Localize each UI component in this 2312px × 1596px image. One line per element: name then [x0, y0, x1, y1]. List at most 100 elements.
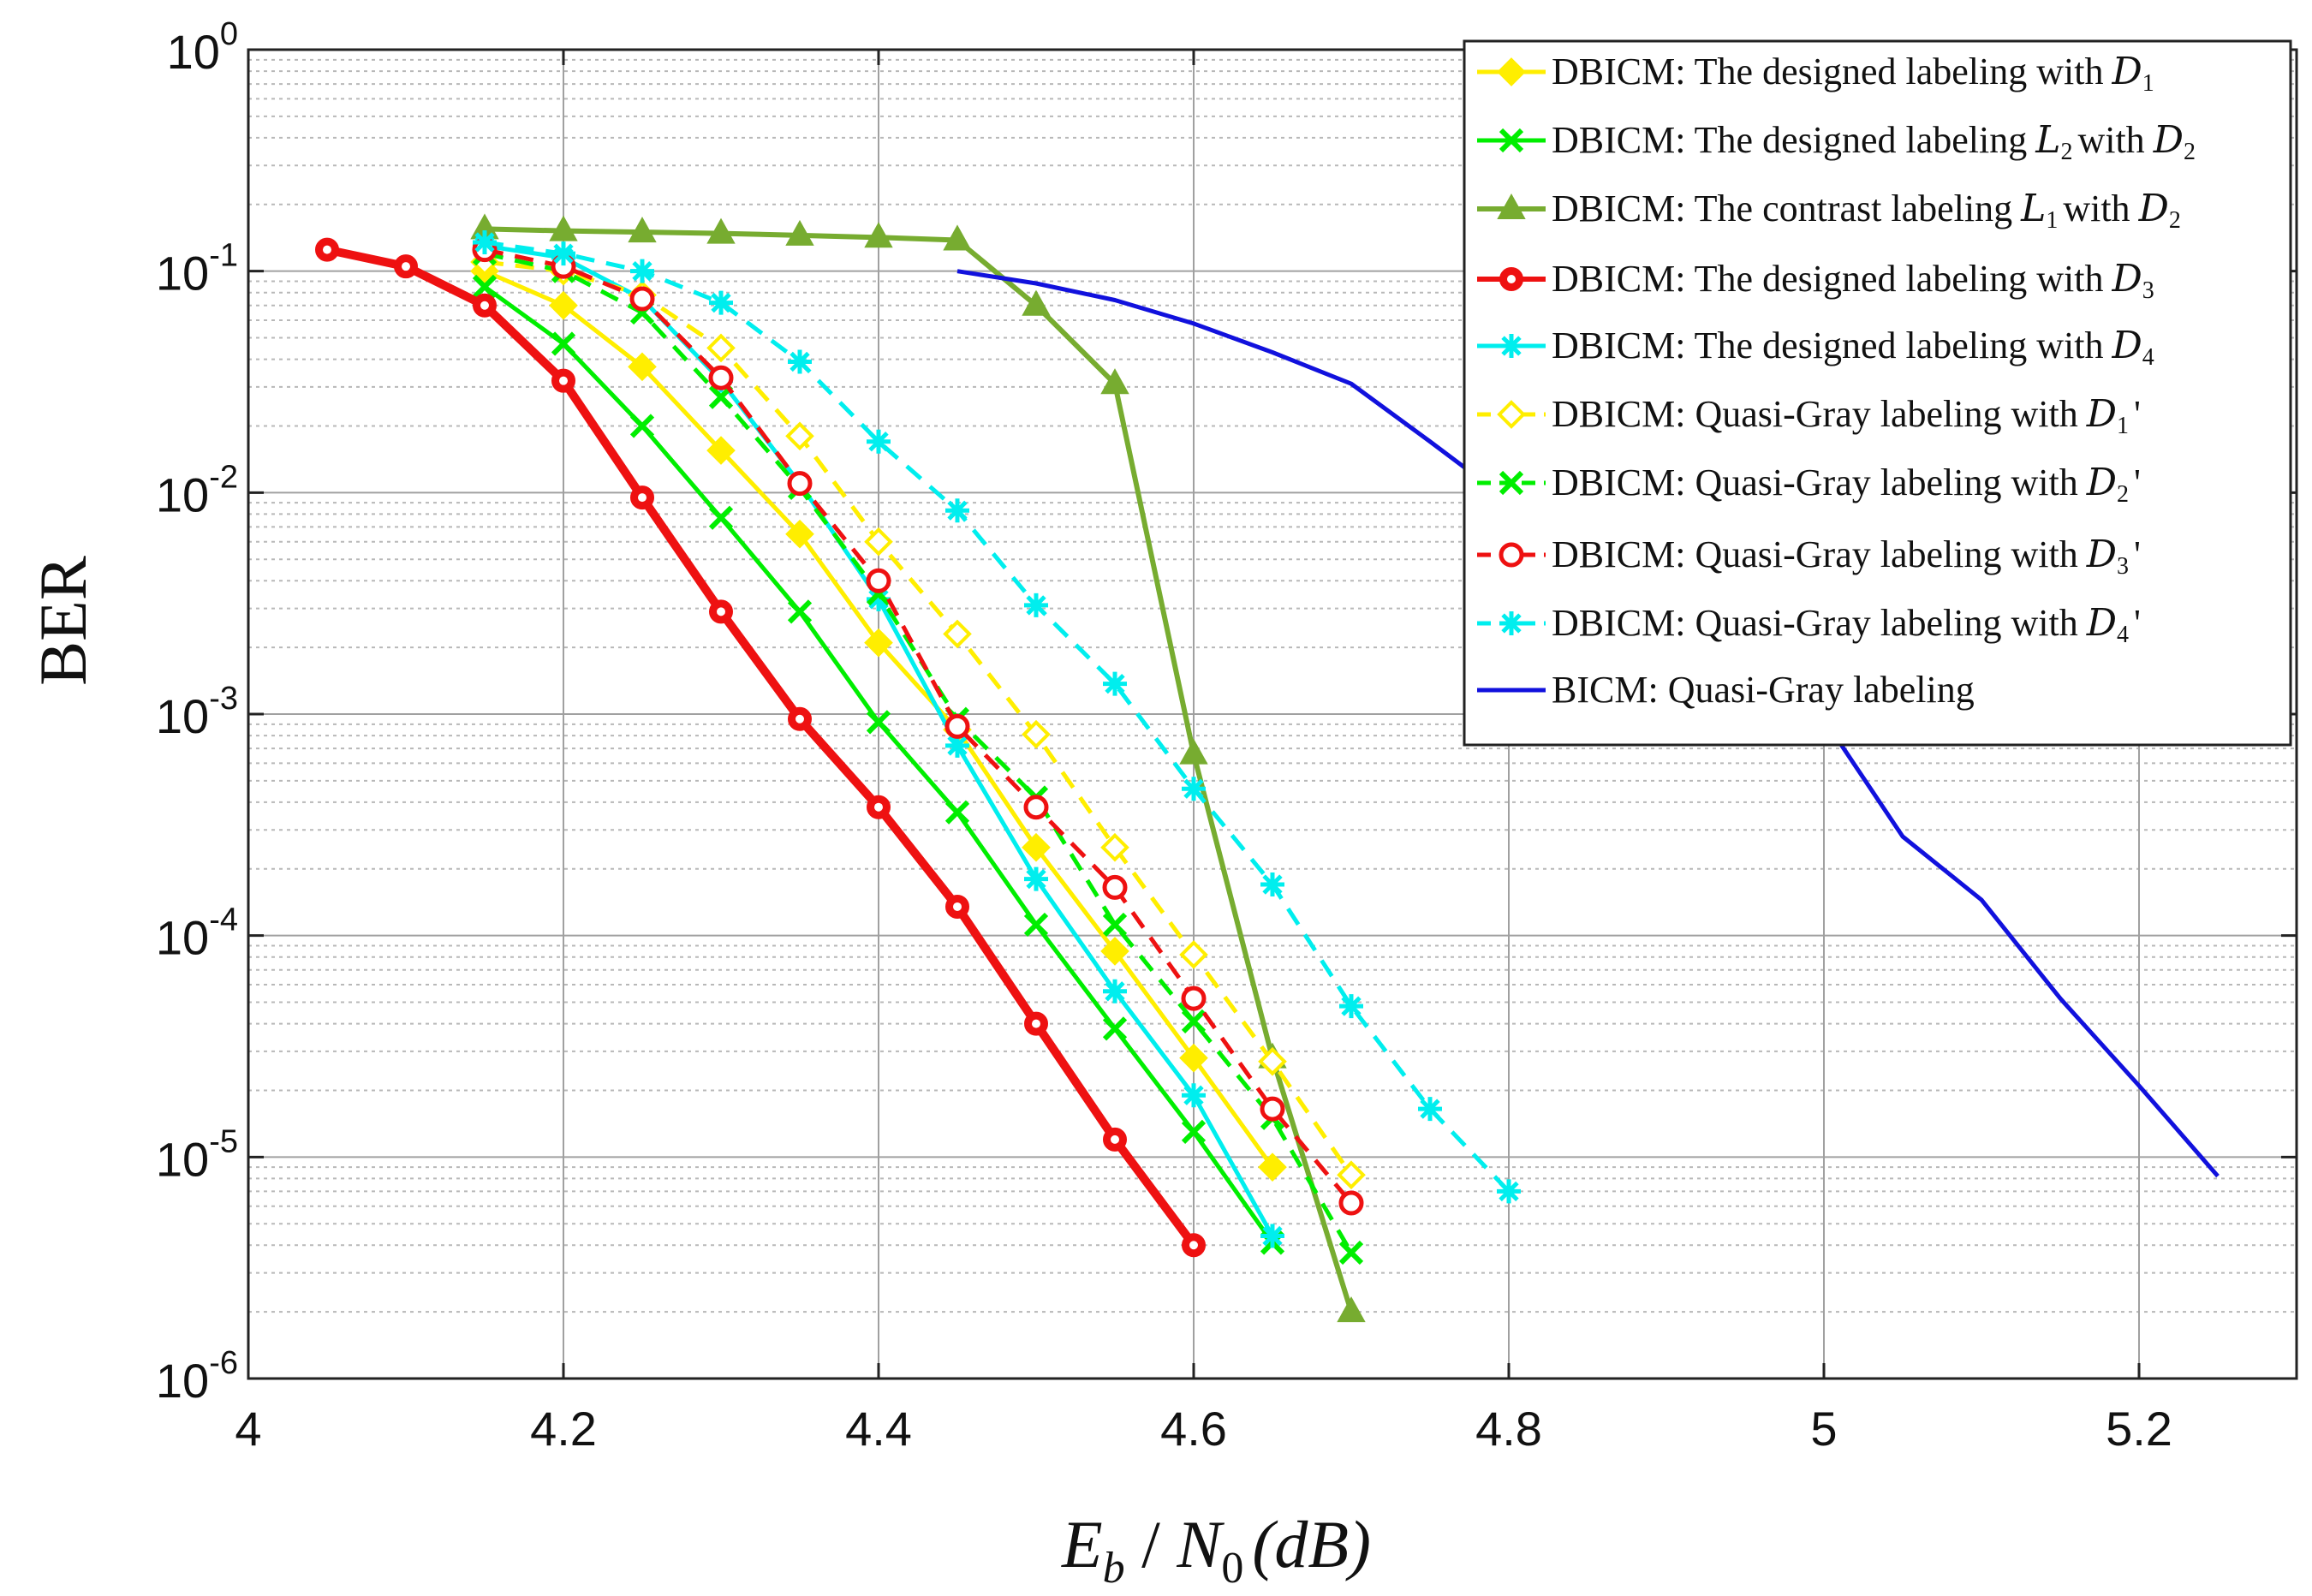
- legend-label: DBICM: The designed labeling with D1: [1552, 50, 2154, 97]
- legend-item-s5: DBICM: The designed labeling with D4: [1477, 324, 2154, 371]
- legend-label: DBICM: Quasi-Gray labeling with D2 ': [1552, 461, 2141, 508]
- data-point-s4-center: [1032, 1019, 1040, 1028]
- legend-label: DBICM: The contrast labeling L1 with D2: [1552, 187, 2181, 234]
- data-point-s6: [943, 619, 972, 649]
- legend-label: DBICM: Quasi-Gray labeling with D3 ': [1552, 533, 2141, 580]
- data-point-s5: [1260, 1224, 1284, 1248]
- data-point-s9: [1339, 994, 1363, 1019]
- data-point-s8: [1338, 1190, 1364, 1216]
- legend-marker: [1497, 193, 1526, 219]
- data-point-s3: [943, 224, 972, 251]
- data-point-s1: [785, 519, 814, 549]
- series-layer: [315, 213, 2220, 1323]
- legend-item-s4: DBICM: The designed labeling with D3: [1477, 257, 2154, 304]
- legend-item-s10: BICM: Quasi-Gray labeling: [1477, 669, 1975, 711]
- data-point-s6: [1179, 940, 1208, 969]
- legend: DBICM: The designed labeling with D1 DBICM…: [1463, 39, 2292, 747]
- axis-ticks: 4 4.2 4.4 4.6 4.8 5 5.2 100 10-1 10-2 10-3 10-4 10-5…: [156, 16, 2297, 1456]
- data-point-s6: [706, 333, 736, 363]
- data-point-s8: [866, 568, 891, 593]
- data-point-s8: [708, 365, 734, 390]
- legend-label: DBICM: Quasi-Gray labeling with D4 ': [1552, 601, 2141, 648]
- data-point-s7: [1102, 912, 1128, 938]
- x-axis-label-e-sub: b: [1103, 1544, 1125, 1593]
- data-point-s9: [1024, 593, 1048, 617]
- data-point-s7: [1181, 1009, 1207, 1033]
- data-point-s8: [787, 471, 813, 497]
- data-point-s8: [1260, 1096, 1285, 1122]
- series-line-s8: [484, 247, 1353, 1205]
- data-point-s9: [788, 349, 812, 374]
- data-point-s9: [551, 241, 575, 266]
- data-point-s4-center: [795, 714, 804, 724]
- y-tick-label: 10-1: [156, 238, 238, 301]
- data-point-s2: [629, 414, 655, 438]
- data-point-s5: [867, 587, 891, 611]
- data-point-s3: [785, 219, 814, 246]
- data-point-s6: [864, 527, 893, 557]
- series-line-s3: [484, 226, 1354, 1313]
- data-point-s2: [866, 710, 891, 735]
- data-point-s8: [944, 713, 970, 739]
- x-tick-label: 4.4: [845, 1402, 912, 1456]
- data-point-s3: [706, 217, 736, 244]
- data-point-s1: [706, 436, 736, 465]
- legend-label: DBICM: Quasi-Gray labeling with D1 ': [1552, 392, 2141, 439]
- legend-marker: [1499, 611, 1523, 635]
- x-axis-label-slash: /: [1125, 1507, 1177, 1581]
- y-tick-label: 10-5: [156, 1123, 238, 1186]
- data-point-s3: [1337, 1296, 1366, 1323]
- data-point-s9: [1182, 777, 1206, 801]
- x-tick-label: 4.6: [1160, 1402, 1227, 1456]
- data-point-s3: [1179, 738, 1208, 765]
- data-point-s6: [785, 421, 814, 451]
- x-axis-label-e: E: [1061, 1507, 1103, 1581]
- data-point-s2: [1023, 912, 1049, 938]
- data-point-s4-center: [1111, 1134, 1119, 1144]
- data-point-s9: [473, 229, 497, 254]
- data-point-s4-center: [874, 802, 883, 812]
- legend-marker: [1497, 57, 1526, 86]
- data-point-s1: [1022, 832, 1051, 862]
- legend-item-s6: DBICM: Quasi-Gray labeling with D1 ': [1477, 392, 2141, 439]
- legend-item-s7: DBICM: Quasi-Gray labeling with D2 ': [1477, 461, 2141, 508]
- legend-label: DBICM: The designed labeling with D3: [1552, 257, 2154, 304]
- data-point-s1: [1179, 1043, 1208, 1073]
- series-line-s4: [325, 245, 1198, 1248]
- y-tick-label: 10-3: [156, 681, 238, 743]
- data-point-s4-center: [953, 902, 962, 911]
- data-point-s9: [867, 429, 891, 454]
- data-point-s5: [1103, 979, 1127, 1003]
- series-s4: [315, 237, 1206, 1258]
- data-point-s8: [1023, 795, 1049, 820]
- series-s3: [470, 213, 1366, 1323]
- data-point-s4-center: [323, 245, 331, 254]
- data-point-s8: [1181, 986, 1207, 1011]
- series-s9: [473, 229, 1521, 1204]
- legend-item-s9: DBICM: Quasi-Gray labeling with D4 ': [1477, 601, 2141, 648]
- legend-marker-center: [1507, 275, 1516, 283]
- data-point-s4-center: [480, 301, 489, 310]
- data-point-s7: [1338, 1240, 1364, 1265]
- data-point-s3: [549, 215, 578, 241]
- legend-item-s8: DBICM: Quasi-Gray labeling with D3 ': [1477, 533, 2141, 580]
- data-point-s8: [629, 286, 655, 312]
- data-point-s5: [1182, 1083, 1206, 1108]
- data-point-s9: [1260, 872, 1284, 897]
- x-axis-label-n: N: [1176, 1507, 1225, 1581]
- data-point-s3: [1022, 289, 1051, 316]
- data-point-s2: [1102, 1016, 1128, 1041]
- data-point-s2: [944, 800, 970, 825]
- x-tick-label: 5.2: [2106, 1402, 2172, 1456]
- legend-box: [1463, 39, 2292, 747]
- legend-item-s1: DBICM: The designed labeling with D1: [1477, 50, 2154, 97]
- data-point-s6: [1258, 1046, 1287, 1076]
- data-point-s3: [1100, 368, 1129, 395]
- data-point-s9: [1497, 1179, 1521, 1204]
- data-point-s1: [628, 352, 657, 382]
- legend-marker: [1499, 470, 1524, 496]
- data-point-s9: [630, 259, 654, 283]
- x-tick-label: 5: [1810, 1402, 1837, 1456]
- legend-label: DBICM: The designed labeling with D4: [1552, 324, 2154, 371]
- data-point-s6: [1337, 1160, 1366, 1190]
